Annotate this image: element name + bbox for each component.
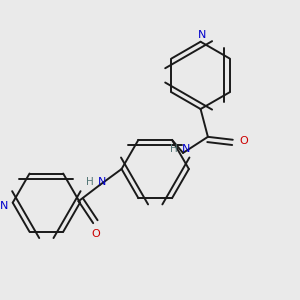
Text: H: H — [170, 144, 178, 154]
Text: N: N — [182, 144, 190, 154]
Text: N: N — [98, 177, 107, 187]
Text: N: N — [198, 30, 206, 40]
Text: O: O — [91, 229, 100, 239]
Text: N: N — [0, 201, 9, 211]
Text: H: H — [86, 177, 94, 187]
Text: O: O — [239, 136, 248, 146]
